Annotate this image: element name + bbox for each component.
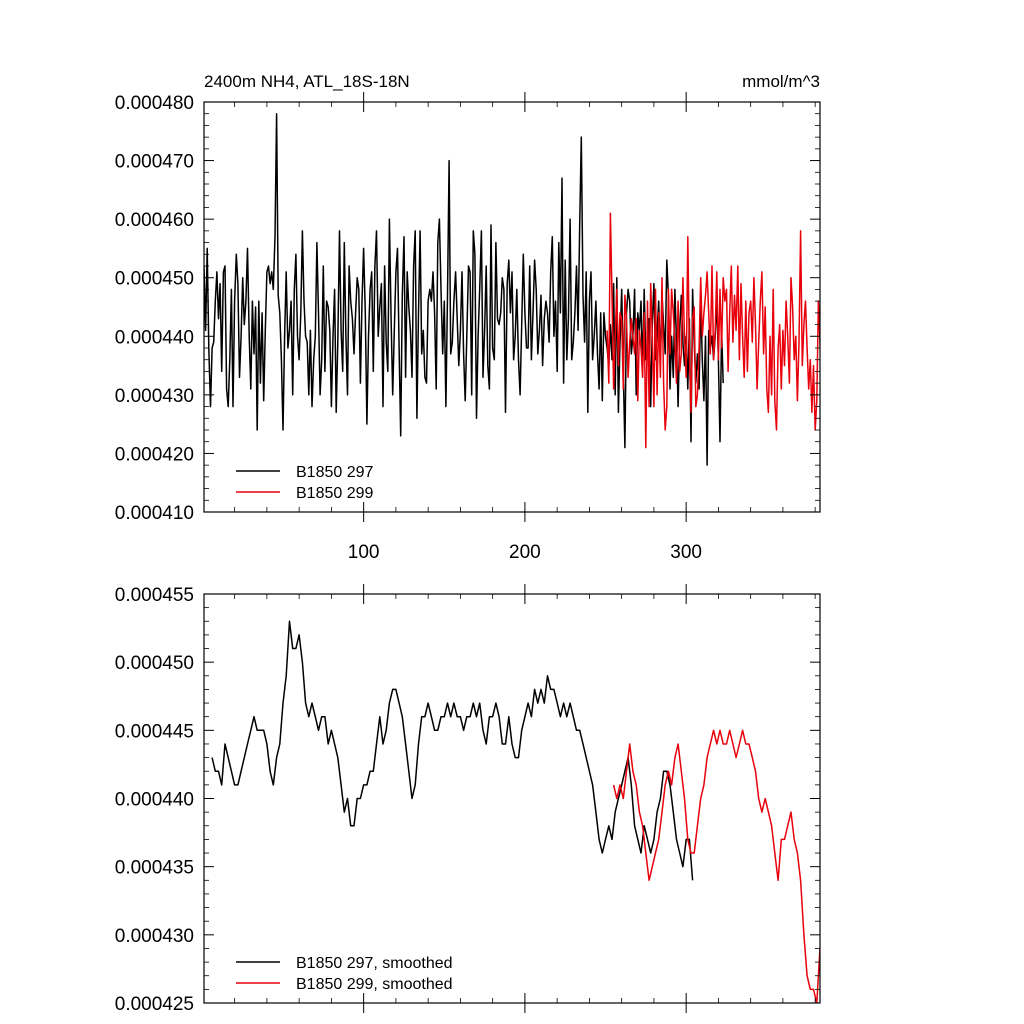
- y-tick-label: 0.000460: [115, 210, 194, 231]
- legend-label-b1850-299-smoothed: B1850 299, smoothed: [296, 976, 453, 993]
- top-axes: 0.000410 0.000420 0.000430 0.000440 0.000450…: [115, 92, 821, 563]
- y-tick-label: 0.000430: [115, 386, 194, 407]
- y-tick-label: 0.000410: [115, 503, 194, 524]
- top-series-group: [204, 112, 820, 466]
- y-tick-label: 0.000450: [115, 653, 194, 674]
- x-tick-label: 200: [509, 542, 541, 563]
- series-line-b1850-299: [606, 212, 820, 449]
- series-line-b1850-297-smoothed: [211, 620, 694, 881]
- bottom-axes: 0.000425 0.000430 0.000435 0.000440 0.000445…: [115, 584, 821, 1015]
- plot-frame: [203, 101, 821, 513]
- chart-title: 2400m NH4, ATL_18S-18N: [204, 72, 410, 91]
- legend-label-b1850-299: B1850 299: [296, 485, 374, 502]
- y-tick-label: 0.000480: [115, 93, 194, 114]
- units-label: mmol/m^3: [742, 72, 820, 91]
- series-line-b1850-299-smoothed: [612, 729, 820, 1003]
- y-tick-label: 0.000430: [115, 926, 194, 947]
- y-tick-label: 0.000450: [115, 269, 194, 290]
- y-tick-label: 0.000440: [115, 327, 194, 348]
- legend-label-b1850-297: B1850 297: [296, 464, 374, 481]
- legend-label-b1850-297-smoothed: B1850 297, smoothed: [296, 955, 453, 972]
- y-tick-label: 0.000435: [115, 858, 194, 879]
- y-tick-label: 0.000455: [115, 585, 194, 606]
- top-legend: B1850 297 B1850 299: [236, 464, 374, 502]
- bottom-series-group: [211, 620, 820, 1003]
- x-tick-label: 300: [670, 542, 702, 563]
- y-tick-label: 0.000420: [115, 444, 194, 465]
- bottom-panel: 0.000425 0.000430 0.000435 0.000440 0.000445…: [115, 584, 821, 1015]
- x-tick-label: 100: [348, 542, 380, 563]
- top-panel: 2400m NH4, ATL_18S-18N mmol/m^3 0.000410…: [115, 72, 821, 563]
- y-tick-label: 0.000445: [115, 721, 194, 742]
- y-tick-label: 0.000440: [115, 790, 194, 811]
- y-tick-label: 0.000425: [115, 994, 194, 1015]
- y-tick-label: 0.000470: [115, 152, 194, 173]
- bottom-legend: B1850 297, smoothed B1850 299, smoothed: [236, 955, 453, 993]
